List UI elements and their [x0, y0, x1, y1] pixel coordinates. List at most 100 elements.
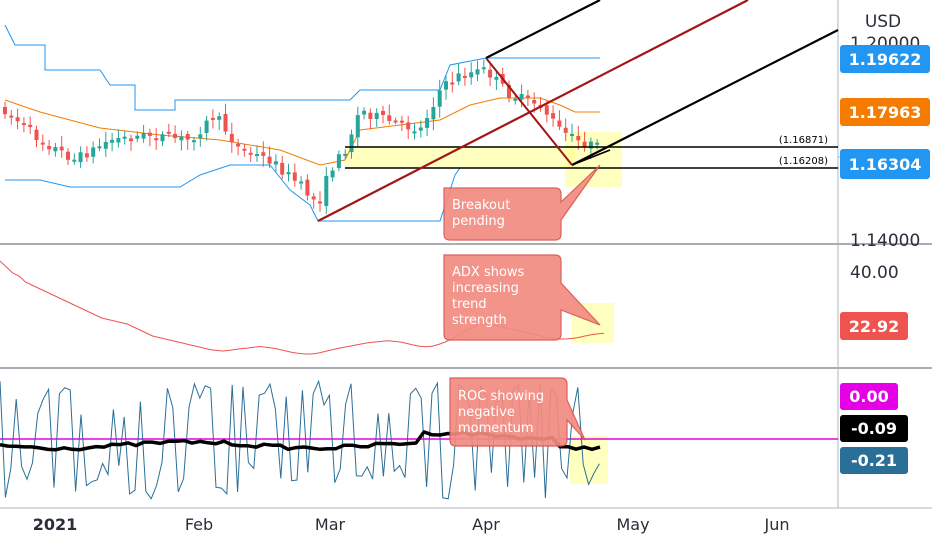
candle-body [412, 131, 417, 134]
candle-body [198, 134, 203, 139]
callout-roc[interactable]: ROC showing negative momentum [449, 377, 586, 447]
candle-body [286, 172, 291, 175]
candle-body [84, 153, 89, 158]
candle-body [129, 138, 133, 142]
level-label-upper: (1.16871) [779, 135, 828, 146]
candle-body [349, 134, 354, 153]
roc-value: -0.21 [851, 451, 897, 470]
callout-breakout-line: pending [452, 214, 505, 229]
time-tick-jun: Jun [764, 515, 790, 534]
candle-body [330, 170, 335, 178]
candle-body [406, 122, 411, 130]
candle-body [576, 136, 581, 141]
candle-body [28, 124, 33, 128]
upper-band-value: 1.19622 [849, 50, 922, 69]
time-tick-feb: Feb [185, 515, 213, 534]
candle-body [217, 116, 222, 120]
mid-band-tag[interactable]: 1.17963 [840, 98, 930, 126]
candle-body [494, 77, 499, 80]
callout-roc-text: ROC showing negative momentum [458, 389, 548, 436]
callout-roc-line: momentum [458, 421, 534, 436]
price-panel[interactable] [0, 0, 838, 243]
candle-body [154, 138, 159, 141]
candle-body [160, 134, 165, 142]
candle-body [185, 134, 190, 140]
candle-body [582, 141, 587, 148]
pitchfork-lower-line[interactable] [571, 29, 839, 166]
candle-body [3, 107, 7, 115]
adx-panel[interactable] [0, 245, 838, 367]
candle-body [273, 161, 278, 165]
candle-body [488, 69, 493, 78]
candlesticks [3, 59, 600, 214]
candle-body [595, 142, 600, 145]
candle-body [387, 115, 392, 121]
candle-body [431, 107, 436, 120]
last-price-tag[interactable]: 1.16304 [840, 149, 930, 179]
candle-body [97, 146, 102, 149]
mid-band-value: 1.17963 [849, 103, 922, 122]
candle-body [9, 115, 14, 118]
adx-value: 22.92 [849, 317, 900, 336]
candle-body [141, 133, 146, 139]
candle-body [343, 153, 348, 156]
candle-body [525, 95, 530, 98]
range-highlight [345, 146, 575, 168]
candle-body [544, 105, 549, 115]
pitchfork-handle-line[interactable] [485, 57, 573, 166]
candle-body [450, 82, 455, 85]
candle-body [78, 152, 83, 163]
breakout-leg-line[interactable] [571, 149, 611, 166]
candle-body [437, 90, 442, 107]
roc-signal-value: -0.09 [851, 419, 897, 438]
currency-label: USD [865, 12, 901, 32]
candle-body [532, 100, 537, 104]
candle-body [91, 147, 96, 157]
upper-band-line [4, 24, 600, 111]
candle-body [381, 110, 385, 115]
pitchfork-upper-line[interactable] [485, 0, 601, 59]
pitchfork-median-line[interactable] [317, 0, 749, 222]
time-tick-2021: 2021 [33, 515, 78, 534]
candle-body [563, 127, 568, 133]
roc-value-tag[interactable]: -0.21 [840, 447, 908, 474]
candle-body [324, 176, 329, 206]
candle-body [513, 98, 518, 101]
callout-adx-line: increasing [452, 281, 519, 296]
callout-adx-text: ADX shows increasing trend strength [452, 265, 528, 328]
candle-body [40, 142, 45, 145]
candle-body [393, 120, 398, 123]
roc-signal-tag[interactable]: -0.09 [840, 415, 908, 442]
callout-adx-line: trend [452, 297, 487, 312]
candle-body [248, 152, 253, 155]
time-tick-may: May [616, 515, 649, 534]
time-tick-apr: Apr [472, 515, 500, 534]
candle-body [418, 127, 423, 131]
candle-body [551, 113, 556, 119]
candle-body [355, 115, 360, 138]
candle-body [15, 117, 20, 122]
candle-body [299, 181, 304, 184]
candle-body [179, 136, 184, 141]
candle-body [318, 201, 322, 204]
price-tick-label: 1.14000 [850, 231, 920, 251]
callout-roc-line: ROC showing [458, 389, 544, 404]
candle-body [166, 131, 171, 134]
candle-body [34, 129, 39, 141]
candle-body [311, 196, 316, 200]
candle-body [229, 133, 234, 143]
candle-body [110, 139, 115, 143]
candle-body [368, 112, 373, 119]
callout-adx-line: strength [452, 313, 507, 328]
candle-body [469, 72, 474, 78]
adx-value-tag[interactable]: 22.92 [840, 312, 908, 340]
candle-body [507, 84, 511, 98]
candle-body [236, 143, 241, 147]
callout-breakout[interactable]: Breakout pending [443, 164, 601, 241]
upper-band-tag[interactable]: 1.19622 [840, 45, 930, 73]
candle-body [135, 135, 140, 139]
callout-adx[interactable]: ADX shows increasing trend strength [443, 254, 601, 341]
candle-body [519, 94, 524, 100]
roc-zero-tag[interactable]: 0.00 [840, 383, 898, 410]
